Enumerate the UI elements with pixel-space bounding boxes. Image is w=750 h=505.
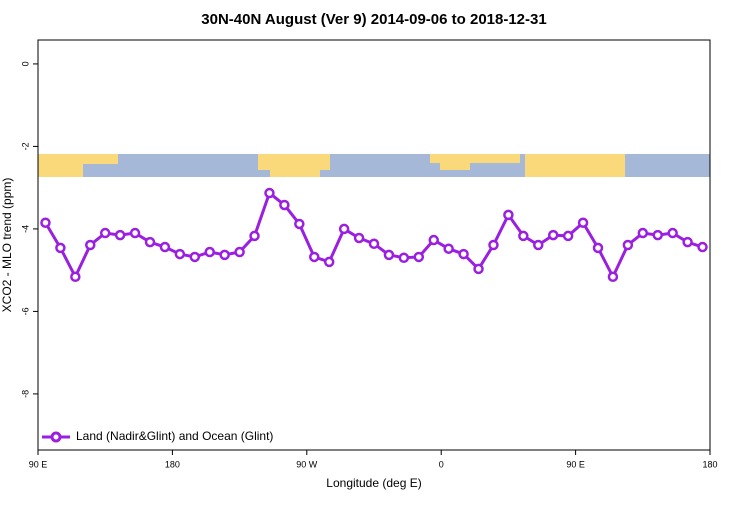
point xyxy=(577,217,589,228)
point xyxy=(652,229,663,241)
point xyxy=(85,239,96,251)
legend-marker xyxy=(50,431,62,443)
point xyxy=(473,263,484,275)
point xyxy=(682,236,693,248)
point xyxy=(309,251,320,263)
plot-frame xyxy=(37,39,711,451)
point xyxy=(234,246,245,258)
y-tick-label: -4 xyxy=(20,225,30,233)
y-axis-label: XCO2 - MLO trend (ppm) xyxy=(0,178,14,313)
point xyxy=(55,242,66,254)
point xyxy=(368,238,380,250)
point xyxy=(503,209,514,221)
point xyxy=(204,246,215,258)
point xyxy=(294,218,305,230)
point xyxy=(547,229,559,241)
y-tick-label: -2 xyxy=(20,142,30,150)
x-tick-label: 0 xyxy=(439,459,444,469)
point xyxy=(70,271,81,283)
point xyxy=(458,248,469,260)
x-axis-label: Longitude (deg E) xyxy=(326,476,421,490)
point xyxy=(174,248,186,260)
x-tick-label: 180 xyxy=(165,459,180,469)
point xyxy=(249,230,260,242)
point xyxy=(607,271,619,283)
point xyxy=(129,227,141,239)
point xyxy=(323,256,335,268)
point xyxy=(637,227,649,239)
legend-label: Land (Nadir&Glint) and Ocean (Glint) xyxy=(76,429,273,443)
point xyxy=(383,249,395,261)
y-tick-label: -6 xyxy=(20,307,30,315)
legend: Land (Nadir&Glint) and Ocean (Glint) xyxy=(42,429,273,443)
point xyxy=(40,217,51,228)
point xyxy=(697,241,708,253)
x-tick-label: 90 W xyxy=(296,459,318,469)
point xyxy=(189,251,201,263)
point xyxy=(518,230,529,242)
y-tick-label: -8 xyxy=(20,390,30,398)
point xyxy=(667,227,678,239)
point xyxy=(279,199,290,211)
point xyxy=(443,243,454,254)
x-tick-label: 90 E xyxy=(566,459,585,469)
series-line xyxy=(44,190,704,281)
point xyxy=(398,252,410,264)
point xyxy=(592,242,604,254)
point xyxy=(338,223,350,235)
point xyxy=(533,239,544,251)
point xyxy=(353,232,365,244)
point xyxy=(413,251,425,263)
point xyxy=(144,236,156,248)
point xyxy=(488,239,499,251)
point xyxy=(428,234,439,246)
point xyxy=(562,230,574,242)
map-strip xyxy=(38,154,710,177)
point xyxy=(114,229,126,241)
x-tick-label: 180 xyxy=(702,459,717,469)
y-tick-label: 0 xyxy=(20,61,30,66)
point xyxy=(622,239,634,251)
x-tick-label: 90 E xyxy=(29,459,48,469)
point xyxy=(99,227,111,239)
point xyxy=(219,249,230,261)
point xyxy=(159,241,171,253)
point xyxy=(264,187,275,199)
chart-title: 30N-40N August (Ver 9) 2014-09-06 to 201… xyxy=(201,11,546,28)
